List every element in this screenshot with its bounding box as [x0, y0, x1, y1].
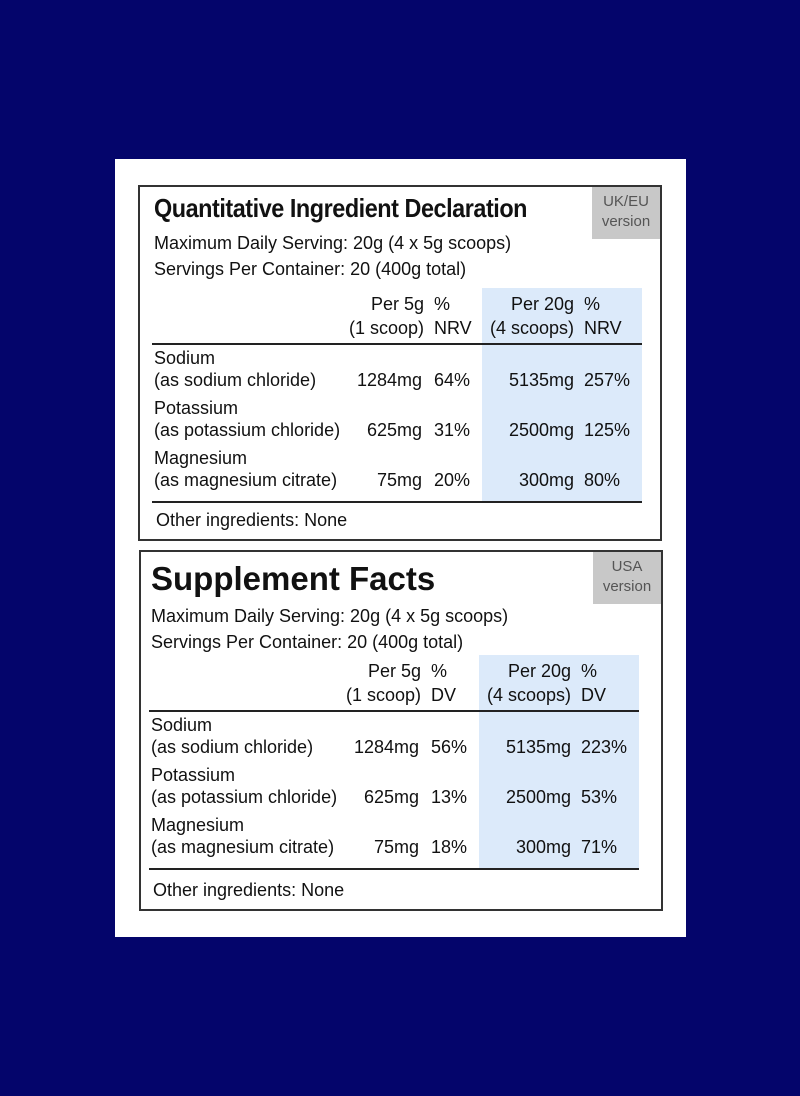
amount-per-5g: 1284mg [353, 737, 419, 757]
header-divider [152, 343, 642, 345]
servings-per-container: Servings Per Container: 20 (400g total) [151, 632, 464, 652]
header-nrv-2: NRV [584, 318, 622, 338]
header-dv-2: DV [581, 685, 607, 705]
header-1-scoop: (1 scoop) [345, 685, 421, 705]
percent-per-20g: 71% [581, 837, 618, 857]
badge-line-1: UK/EU [603, 193, 649, 210]
amount-per-5g: 1284mg [356, 370, 422, 390]
servings-per-container: Servings Per Container: 20 (400g total) [154, 259, 467, 279]
header-divider [149, 710, 639, 712]
header-dv-1: DV [431, 685, 457, 705]
badge-line-1: USA [611, 558, 643, 575]
uk-eu-version-badge: UK/EU version [592, 187, 660, 239]
percent-per-5g: 13% [431, 787, 468, 807]
nutrient-source: (as sodium chloride) [151, 737, 314, 757]
amount-per-20g: 5135mg [508, 370, 574, 390]
header-pct-2: % [584, 294, 601, 314]
amount-per-5g: 625mg [363, 787, 419, 807]
header-pct-1: % [431, 661, 448, 681]
panel-title: Quantitative Ingredient Declaration [154, 193, 528, 223]
nutrient-source: (as potassium chloride) [154, 420, 341, 440]
amount-per-20g: 300mg [515, 837, 571, 857]
nutrient-name: Potassium [151, 765, 236, 785]
header-per-5g: Per 5g [367, 661, 421, 681]
per-20g-column-highlight [482, 288, 642, 501]
amount-per-5g: 75mg [376, 470, 422, 490]
panel-title: Supplement Facts [151, 560, 436, 597]
nutrient-source: (as magnesium citrate) [154, 470, 338, 490]
per-20g-column-highlight [479, 655, 639, 868]
header-nrv-1: NRV [434, 318, 472, 338]
usa-version-badge: USA version [593, 552, 661, 604]
percent-per-5g: 18% [431, 837, 468, 857]
percent-per-20g: 53% [581, 787, 618, 807]
header-4-scoops: (4 scoops) [489, 318, 574, 338]
max-daily-serving: Maximum Daily Serving: 20g (4 x 5g scoop… [151, 606, 509, 626]
amount-per-20g: 5135mg [505, 737, 571, 757]
badge-line-2: version [602, 578, 652, 595]
header-1-scoop: (1 scoop) [348, 318, 424, 338]
percent-per-5g: 56% [431, 737, 468, 757]
header-pct-1: % [434, 294, 451, 314]
nutrient-table: Per 5g (1 scoop) % DV Per 20g (4 scoops)… [149, 655, 639, 871]
amount-per-5g: 625mg [366, 420, 422, 440]
table-bottom-divider [152, 501, 642, 503]
header-4-scoops: (4 scoops) [486, 685, 571, 705]
percent-per-20g: 125% [584, 420, 631, 440]
nutrient-name: Sodium [151, 715, 213, 735]
table-bottom-divider [149, 868, 639, 870]
nutrient-name: Sodium [154, 348, 216, 368]
other-ingredients: Other ingredients: None [153, 880, 345, 900]
header-per-20g: Per 20g [510, 294, 574, 314]
nutrient-source: (as sodium chloride) [154, 370, 317, 390]
nutrient-table: Per 5g (1 scoop) % NRV Per 20g (4 scoops… [152, 288, 642, 504]
uk-eu-declaration-panel: UK/EU version Quantitative Ingredient De… [138, 185, 662, 541]
percent-per-20g: 223% [581, 737, 628, 757]
max-daily-serving: Maximum Daily Serving: 20g (4 x 5g scoop… [154, 233, 512, 253]
nutrient-source: (as potassium chloride) [151, 787, 338, 807]
percent-per-20g: 257% [584, 370, 631, 390]
amount-per-20g: 300mg [518, 470, 574, 490]
amount-per-20g: 2500mg [508, 420, 574, 440]
other-ingredients: Other ingredients: None [156, 510, 348, 530]
header-per-20g: Per 20g [507, 661, 571, 681]
label-sheet: UK/EU version Quantitative Ingredient De… [115, 159, 686, 937]
header-per-5g: Per 5g [370, 294, 424, 314]
percent-per-20g: 80% [584, 470, 621, 490]
nutrient-name: Magnesium [151, 815, 245, 835]
nutrient-name: Potassium [154, 398, 239, 418]
percent-per-5g: 20% [434, 470, 471, 490]
percent-per-5g: 64% [434, 370, 471, 390]
amount-per-5g: 75mg [373, 837, 419, 857]
usa-supplement-facts-panel: USA version Supplement Facts Maximum Dai… [139, 550, 663, 911]
amount-per-20g: 2500mg [505, 787, 571, 807]
header-pct-2: % [581, 661, 598, 681]
nutrient-source: (as magnesium citrate) [151, 837, 335, 857]
nutrient-name: Magnesium [154, 448, 248, 468]
percent-per-5g: 31% [434, 420, 471, 440]
badge-line-2: version [601, 213, 651, 230]
